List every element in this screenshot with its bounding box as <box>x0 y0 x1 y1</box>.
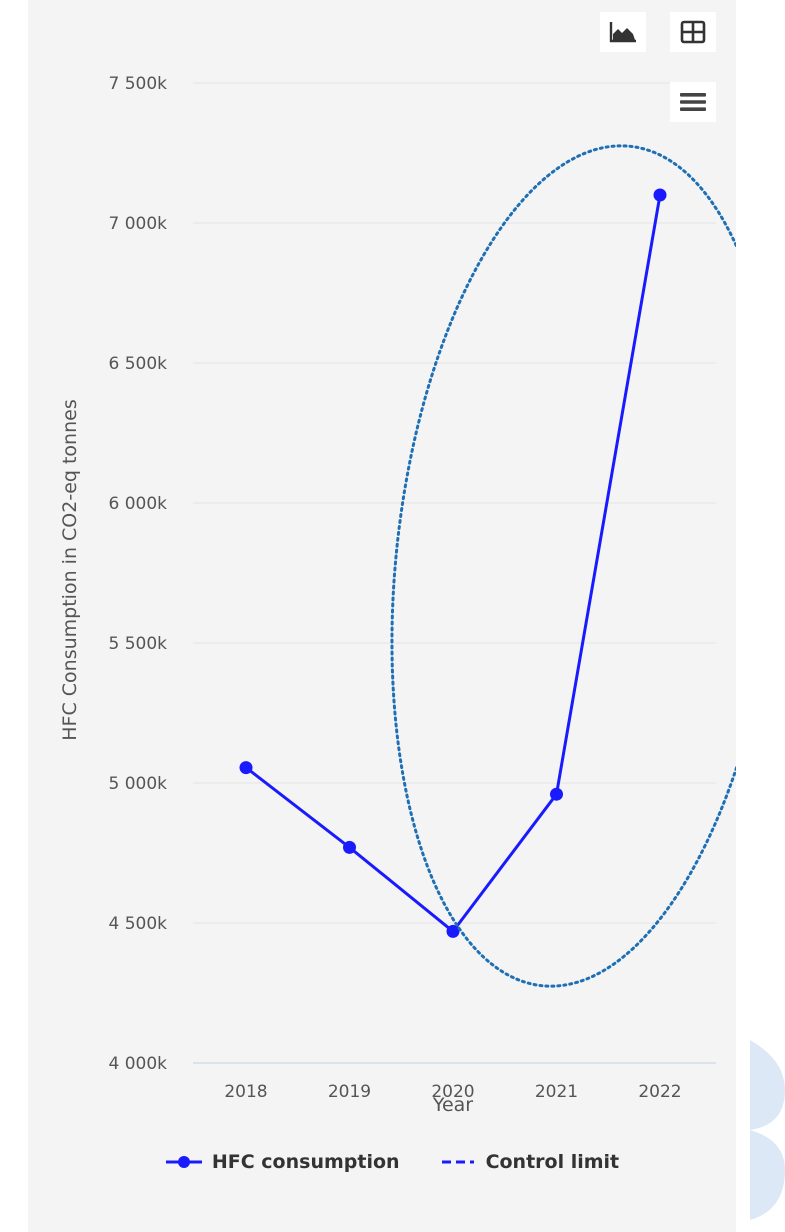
data-point[interactable] <box>653 188 667 202</box>
decorative-shape <box>750 1040 785 1220</box>
legend: HFC consumption Control limit <box>0 1142 785 1182</box>
chart-panel: 4 000k 4 500k 5 000k 5 500k 6 000k 6 500k 7 00… <box>28 0 736 1232</box>
x-tick-label: 2021 <box>535 1082 578 1102</box>
table-icon <box>680 20 706 44</box>
data-point[interactable] <box>239 761 253 775</box>
x-axis-title: Year <box>432 1094 473 1116</box>
y-tick-label: 4 000k <box>108 1054 167 1074</box>
area-chart-icon <box>609 22 636 43</box>
menu-button[interactable] <box>670 82 716 122</box>
legend-label-hfc-consumption: HFC consumption <box>211 1151 400 1173</box>
legend-item-control-limit[interactable]: Control limit <box>440 1151 620 1173</box>
highlight-ellipse <box>390 144 736 988</box>
legend-item-hfc-consumption[interactable]: HFC consumption <box>165 1151 400 1173</box>
y-tick-label: 4 500k <box>108 914 167 934</box>
y-tick-label: 7 500k <box>108 74 167 94</box>
x-tick-label: 2019 <box>328 1082 371 1102</box>
legend-dashed-line-icon <box>441 1160 474 1164</box>
y-tick-label: 6 000k <box>108 494 167 514</box>
chart-view-button[interactable] <box>600 12 646 52</box>
y-axis-title: HFC Consumption in CO2-eq tonnes <box>59 399 81 740</box>
legend-label-control-limit: Control limit <box>485 1151 620 1173</box>
table-view-button[interactable] <box>670 12 716 52</box>
legend-line-marker-icon <box>165 1156 202 1168</box>
chart-plot: 4 000k 4 500k 5 000k 5 500k 6 000k 6 500k 7 00… <box>59 74 736 1116</box>
x-tick-label: 2020 <box>431 1082 474 1102</box>
data-point[interactable] <box>446 924 460 938</box>
y-tick-label: 7 000k <box>108 214 167 234</box>
data-point[interactable] <box>343 840 356 854</box>
hamburger-menu-icon <box>680 93 706 111</box>
x-tick-label: 2018 <box>224 1082 267 1102</box>
data-point[interactable] <box>550 787 563 801</box>
series-line-hfc-consumption <box>245 194 662 933</box>
x-tick-label: 2022 <box>638 1082 681 1102</box>
y-tick-label: 5 000k <box>108 774 167 794</box>
y-tick-label: 5 500k <box>108 634 167 654</box>
y-tick-label: 6 500k <box>108 354 167 374</box>
